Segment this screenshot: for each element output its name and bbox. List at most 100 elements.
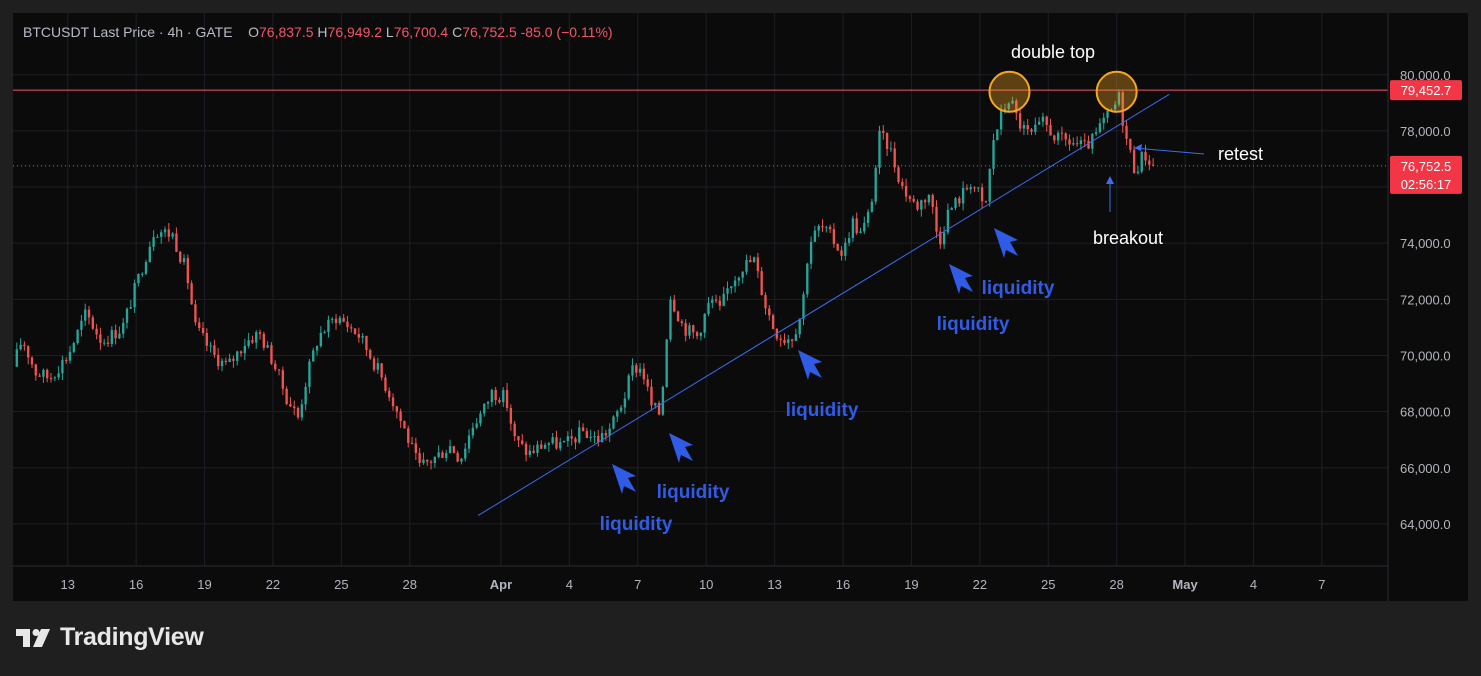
liquidity-label: liquidity (600, 514, 673, 535)
candle-body (505, 390, 509, 408)
candle-body (137, 273, 140, 284)
retest-arrow-head (1134, 144, 1142, 151)
candle-body (764, 295, 767, 309)
candle-body (859, 231, 862, 234)
liquidity-arrow-icon (994, 228, 1018, 258)
candle-body (163, 229, 167, 233)
time-tick-label: 22 (266, 577, 280, 592)
candle-body (657, 403, 661, 415)
candle-body (825, 226, 828, 228)
candle-body (410, 442, 414, 444)
retest-label: retest (1218, 144, 1263, 164)
candle-body (270, 345, 273, 364)
candle-body (695, 332, 699, 337)
candle-body (372, 358, 376, 370)
candle-body (380, 363, 383, 378)
candle-body (441, 452, 444, 458)
candle-body (1117, 92, 1121, 105)
candle-body (847, 238, 851, 243)
candle-body (331, 318, 334, 320)
candle-body (361, 335, 364, 338)
candle-body (635, 365, 638, 373)
candle-body (1011, 100, 1014, 104)
symbol-name[interactable]: BTCUSDT Last Price (23, 24, 155, 40)
candle-body (1007, 103, 1010, 110)
time-tick-label: 7 (634, 577, 641, 592)
candle-body (369, 350, 372, 359)
candle-body (969, 187, 972, 190)
candle-body (806, 263, 809, 295)
candle-body (239, 351, 243, 354)
tradingview-logo[interactable]: TradingView (16, 623, 204, 652)
candle-body (798, 318, 801, 335)
candle-body (243, 345, 247, 354)
candle-body (623, 398, 627, 408)
candle-body (923, 200, 927, 203)
candle-body (673, 299, 676, 312)
candle-body (201, 328, 205, 334)
candle-body (141, 273, 144, 275)
candle-body (445, 453, 448, 458)
candle-body (730, 286, 733, 289)
candle-body (1053, 135, 1056, 141)
candle-body (289, 404, 292, 407)
candle-body (578, 427, 581, 443)
candle-body (1075, 143, 1079, 145)
candle-body (954, 198, 957, 209)
candle-body (1083, 140, 1086, 142)
candle-body (817, 225, 820, 231)
candle-body (844, 242, 847, 256)
candle-body (80, 320, 83, 330)
candle-body (106, 342, 110, 344)
time-tick-label: 4 (1250, 577, 1257, 592)
low-value: 76,700.4 (393, 24, 449, 40)
candle-body (23, 344, 26, 347)
candle-body (722, 293, 725, 306)
candle-body (809, 241, 813, 264)
exchange-label: GATE (195, 24, 233, 40)
candle-body (661, 387, 665, 415)
price-tick-label: 70,000.0 (1400, 348, 1451, 363)
candle-body (1060, 132, 1064, 134)
candle-body (483, 403, 486, 414)
candle-body (232, 358, 235, 361)
candle-body (209, 345, 212, 347)
candle-body (426, 459, 429, 462)
candle-body (935, 206, 938, 232)
candle-body (680, 321, 684, 324)
candle-body (992, 140, 995, 169)
candle-body (821, 225, 824, 228)
candle-body (574, 438, 577, 443)
price-tick-label: 64,000.0 (1400, 517, 1451, 532)
candle-body (68, 351, 72, 361)
time-axis[interactable]: 13 16 19 22 25 28 Apr 4 7 10 13 16 19 22 25 28 May 4 7 (13, 565, 1388, 592)
candle-body (870, 201, 874, 212)
candle-body (950, 208, 953, 210)
candle-body (87, 309, 91, 318)
liquidity-label: liquidity (982, 278, 1055, 299)
candle-body (1113, 104, 1117, 110)
time-tick-label: 19 (197, 577, 211, 592)
candle-body (353, 328, 357, 335)
candle-body (285, 388, 288, 405)
candle-body (1056, 132, 1060, 141)
close-value: 76,752.5 (462, 24, 517, 40)
candle-body (942, 232, 946, 245)
candle-body (308, 361, 311, 387)
candle-body (27, 346, 30, 358)
candle-body (908, 196, 912, 199)
price-axis[interactable]: 64,000.0 66,000.0 68,000.0 70,000.0 72,000.0… (1387, 13, 1468, 601)
candle-body (555, 437, 558, 449)
candle-body (551, 437, 554, 444)
interval-label[interactable]: 4h (167, 24, 184, 40)
change-value: -85.0 (−0.11%) (520, 24, 613, 40)
candle-body (874, 167, 877, 202)
candle-body (266, 345, 269, 348)
countdown-label: 02:56:17 (1401, 177, 1452, 192)
candle-body (255, 332, 258, 343)
candle-body (726, 288, 729, 294)
candle-body (258, 332, 262, 334)
legend-separator: · (158, 24, 168, 40)
candle-body (323, 332, 326, 334)
